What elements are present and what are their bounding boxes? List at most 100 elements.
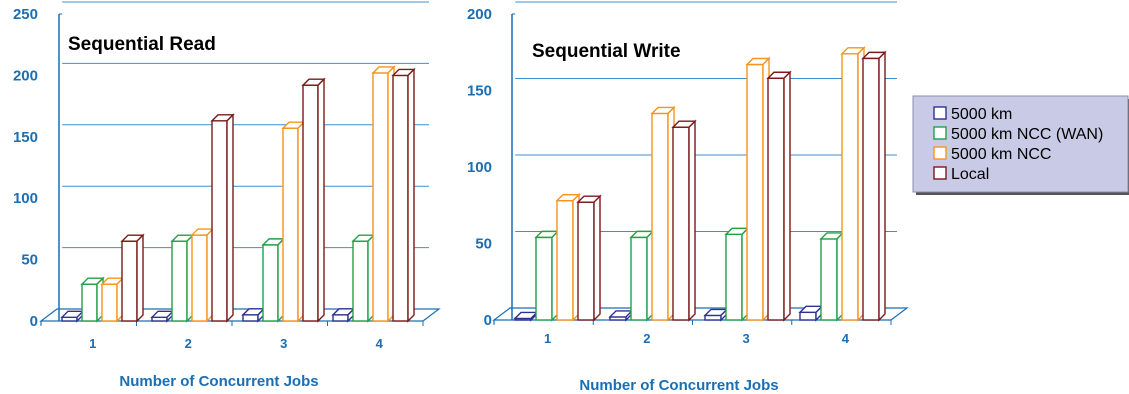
y-tick-label: 250 — [13, 6, 38, 23]
legend-label: Local — [951, 166, 989, 183]
bar-front — [211, 120, 228, 322]
bar-front — [332, 314, 349, 322]
y-tick-label: 200 — [467, 6, 492, 23]
bar-front — [767, 77, 785, 321]
legend-swatch — [933, 146, 947, 160]
bar — [170, 233, 195, 323]
bar-front — [725, 233, 743, 321]
bar-front — [577, 201, 595, 321]
bar — [798, 304, 824, 322]
bar-side — [783, 70, 791, 322]
y-tick-label: 200 — [13, 67, 38, 84]
bar-front — [841, 53, 859, 321]
y-tick-label: 150 — [13, 129, 38, 146]
bar-front — [556, 199, 574, 321]
bar — [351, 233, 376, 323]
legend-swatch — [933, 106, 947, 120]
bar — [555, 192, 581, 322]
bar-front — [630, 236, 648, 321]
bar-side — [317, 77, 325, 323]
legend-label: 5000 km — [951, 106, 1012, 123]
bar — [210, 113, 235, 323]
legend-label: 5000 km NCC (WAN) — [951, 126, 1103, 143]
x-tick-label: 3 — [743, 331, 750, 346]
bar — [671, 119, 697, 322]
bar — [80, 276, 105, 323]
chart-title: Sequential Read — [68, 34, 216, 55]
y-tick-label: 50 — [475, 236, 492, 253]
y-tick-label: 50 — [21, 252, 38, 269]
bar — [724, 226, 750, 322]
y-tick-label: 150 — [467, 83, 492, 100]
bar-front — [171, 240, 188, 322]
bar-front — [535, 236, 553, 321]
x-tick-label: 4 — [842, 331, 850, 346]
bar-front — [352, 240, 369, 322]
bar-front — [242, 314, 259, 322]
x-tick-label: 1 — [89, 336, 96, 351]
bar-front — [862, 57, 880, 321]
x-tick-label: 3 — [280, 336, 287, 351]
bar — [608, 309, 634, 322]
bar — [745, 56, 771, 322]
bar-front — [262, 244, 279, 322]
bar — [513, 310, 539, 322]
bar — [60, 309, 85, 323]
bar — [819, 231, 845, 322]
y-tick-label: 100 — [13, 190, 38, 207]
bar — [150, 309, 175, 323]
legend: 5000 km 5000 km NCC (WAN) 5000 km NCC Local — [912, 95, 1129, 195]
x-axis-label: Number of Concurrent Jobs — [579, 377, 778, 394]
legend-box — [912, 95, 1129, 193]
chart-sequential-read: 0 50 100 150 200 250 1 2 3 4 Sequential Read Number… — [13, 1, 441, 390]
y-tick-label: 0 — [484, 312, 492, 329]
bar — [301, 77, 326, 323]
bar-side — [226, 113, 234, 323]
bar — [576, 194, 602, 322]
bar-front — [820, 238, 838, 321]
bar — [534, 229, 560, 322]
bar — [281, 120, 306, 323]
bar-front — [302, 84, 319, 322]
bar — [120, 233, 145, 323]
x-tick-label: 2 — [185, 336, 192, 351]
x-tick-label: 1 — [544, 331, 551, 346]
bar — [331, 307, 356, 323]
bar — [629, 229, 655, 322]
bar-side — [136, 233, 144, 323]
bar-front — [799, 311, 817, 321]
bar-front — [672, 126, 690, 321]
bar — [371, 65, 396, 323]
y-tick-label: 100 — [467, 159, 492, 176]
bar — [650, 105, 676, 322]
bar — [766, 70, 792, 322]
bar-front — [372, 72, 389, 322]
chart-sequential-write: 0 50 100 150 200 1 2 3 4 Sequential Write Number o… — [467, 1, 909, 394]
bar-side — [688, 119, 696, 322]
legend-swatch — [933, 166, 947, 180]
y-tick-label: 0 — [30, 313, 38, 330]
bar-front — [746, 63, 764, 321]
bar-front — [121, 240, 138, 322]
bar — [391, 67, 416, 323]
legend-label: 5000 km NCC — [951, 146, 1051, 163]
bar — [261, 237, 286, 323]
bar-side — [878, 50, 886, 322]
legend-swatch — [933, 126, 947, 140]
bar — [241, 307, 266, 323]
x-tick-label: 4 — [376, 336, 384, 351]
bar — [840, 46, 866, 322]
bar-side — [593, 194, 601, 322]
bar-front — [282, 127, 299, 322]
bar-front — [392, 74, 409, 322]
bar-front — [81, 283, 98, 322]
bar-front — [191, 234, 208, 322]
bar-front — [101, 283, 118, 322]
bar-front — [651, 112, 669, 321]
bar — [861, 50, 887, 322]
bar-side — [407, 67, 415, 323]
bar — [100, 276, 125, 323]
chart-title: Sequential Write — [532, 41, 681, 62]
bar — [190, 227, 215, 323]
